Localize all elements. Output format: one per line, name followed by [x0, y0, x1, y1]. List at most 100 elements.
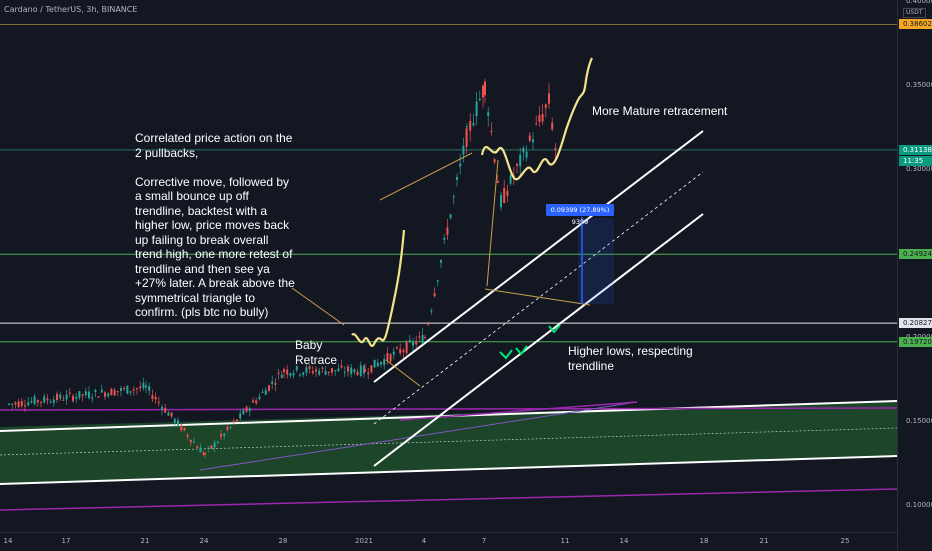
- check-mark-3: [548, 324, 561, 334]
- candle-body: [327, 371, 330, 373]
- candle-body: [418, 336, 421, 338]
- baby-retrace-label: Baby Retrace: [295, 338, 338, 367]
- channel-upper-line: [373, 130, 704, 383]
- candle-body: [475, 101, 478, 117]
- candle-body: [52, 399, 55, 404]
- candle-body: [78, 391, 81, 398]
- time-axis[interactable]: [0, 532, 897, 551]
- candle-body: [343, 371, 346, 373]
- candle-body: [20, 401, 23, 406]
- candle-body: [148, 386, 151, 391]
- time-tick: 14: [3, 537, 13, 545]
- candle-body: [493, 159, 496, 163]
- candle-body: [433, 293, 436, 297]
- candle-body: [27, 402, 30, 406]
- analysis-text: Correlated price action on the 2 pullbac…: [135, 131, 295, 319]
- candle-body: [503, 187, 506, 203]
- candle-body: [412, 341, 414, 346]
- unit-badge[interactable]: USDT: [903, 8, 926, 18]
- candle-body: [204, 452, 206, 455]
- candle-body: [440, 260, 442, 263]
- candle-body: [8, 403, 10, 405]
- candle-body: [202, 452, 205, 455]
- candle-body: [456, 177, 458, 180]
- time-tick: 2021: [355, 537, 373, 545]
- candle-body: [232, 421, 235, 423]
- candle-body: [430, 310, 433, 312]
- candle-body: [350, 367, 353, 375]
- candle-body: [104, 392, 106, 397]
- candle-body: [528, 135, 531, 141]
- candle-body: [359, 365, 362, 376]
- candle-body: [97, 396, 100, 398]
- candle-body: [68, 392, 71, 394]
- measure-box: [578, 218, 614, 304]
- purple-diagonal: [199, 401, 638, 471]
- candle-body: [482, 85, 484, 98]
- candle-body: [551, 122, 554, 130]
- candle-body: [255, 400, 258, 404]
- candle-body: [405, 342, 408, 353]
- candle-body: [113, 390, 116, 396]
- purple-lower-line: [0, 488, 897, 511]
- arrow-2: [379, 152, 473, 201]
- price-label: 0.38602: [899, 19, 932, 30]
- candle-body: [544, 104, 547, 108]
- candle-body: [487, 112, 490, 117]
- horizontal-levels: [0, 24, 897, 343]
- candle-body: [36, 400, 39, 403]
- price-axis[interactable]: [897, 0, 932, 550]
- candle-body: [264, 390, 267, 395]
- yellow-baby-projection: [351, 229, 406, 347]
- candle-body: [126, 385, 129, 394]
- triangle-top: [484, 288, 591, 306]
- candle-body: [415, 341, 418, 345]
- candle-body: [252, 400, 254, 403]
- candle-body: [386, 353, 389, 361]
- candle-body: [186, 434, 189, 437]
- consolidation-zone: [0, 401, 897, 484]
- candle-body: [154, 396, 157, 400]
- candle-body: [43, 396, 46, 403]
- candle-body: [302, 372, 305, 375]
- candle-body: [177, 420, 179, 426]
- candle-body: [373, 359, 376, 368]
- candle-body: [446, 227, 449, 235]
- candle-body: [164, 407, 167, 413]
- candle-body: [334, 370, 337, 372]
- candle-body: [399, 348, 402, 354]
- zone-lower-trendline: [0, 455, 897, 485]
- candle-body: [24, 405, 26, 407]
- candle-body: [402, 350, 405, 352]
- candle-body: [151, 395, 154, 399]
- candle-body: [318, 370, 321, 375]
- candle-body: [40, 401, 42, 403]
- candle-body: [88, 391, 90, 399]
- candle-body: [459, 163, 462, 167]
- candle-body: [136, 388, 138, 390]
- candle-body: [268, 385, 270, 391]
- time-tick: 28: [278, 537, 288, 545]
- zone-midline: [0, 427, 897, 456]
- candle-body: [59, 394, 62, 399]
- time-tick: 18: [699, 537, 709, 545]
- candle-body: [223, 433, 226, 437]
- time-tick: 25: [840, 537, 850, 545]
- candle-body: [17, 401, 20, 408]
- candle-body: [376, 362, 379, 367]
- candle-body: [274, 383, 277, 385]
- candle-body: [500, 196, 502, 201]
- candle-body: [248, 408, 251, 412]
- candle-body: [65, 394, 68, 400]
- candle-body: [308, 366, 311, 369]
- candle-body: [81, 394, 84, 396]
- candle-body: [525, 151, 528, 158]
- candle-body: [311, 370, 314, 374]
- price-chart[interactable]: [0, 0, 897, 532]
- candle-body: [123, 387, 126, 389]
- candle-body: [289, 373, 292, 376]
- candle-body: [33, 396, 36, 405]
